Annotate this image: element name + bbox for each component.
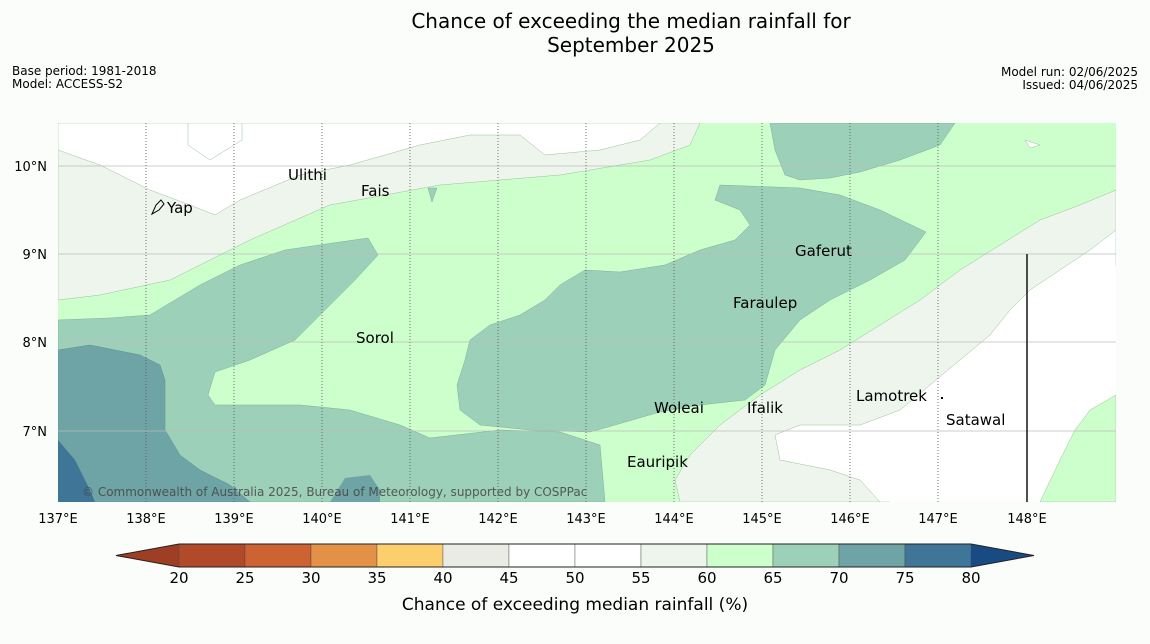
colorbar-tick-label: 45 [499,569,518,587]
place-label-gaferut: Gaferut [795,242,852,260]
band-75-80-southwest [58,440,95,502]
place-label-sorol: Sorol [356,329,394,347]
colorbar-segment [706,543,774,568]
place-label-woleai: Woleai [654,399,704,417]
colorbar-tick-label: 70 [829,569,848,587]
map-title-line1: Chance of exceeding the median rainfall … [411,9,851,33]
model-name: Model: ACCESS-S2 [12,77,124,91]
colorbar-tick-label: 40 [433,569,452,587]
colorbar-segment [904,543,972,568]
small-contour-east [1024,139,1041,149]
colorbar-tick-label: 35 [367,569,386,587]
colorbar-label: Chance of exceeding median rainfall (%) [402,595,748,615]
band-50-55-small [187,123,243,161]
colorbar-tick-label: 80 [961,569,980,587]
colorbar: 20 25 30 35 40 45 50 55 60 65 70 75 80 [115,543,1035,587]
lon-tick: 142°E [478,512,518,527]
band-70-75-southwest [58,344,251,502]
colorbar-over-arrow [971,544,1034,567]
copyright-notice: © Commonwealth of Australia 2025, Bureau… [82,485,587,499]
place-labels: Yap Ulithi Fais Gaferut Faraulep Sorol W… [166,166,1005,471]
colorbar-tick-label: 55 [631,569,650,587]
colorbar-tick-label: 60 [697,569,716,587]
colorbar-segment [178,543,246,568]
colorbar-segment [244,543,312,568]
rainfall-map [58,123,1116,502]
lat-tick: 10°N [14,160,47,175]
place-label-eauripik: Eauripik [627,453,688,471]
place-label-ifalik: Ifalik [747,399,783,417]
meta-right: Model run: 02/06/2025 Issued: 04/06/2025 [1001,66,1138,92]
lon-tick: 148°E [1007,512,1047,527]
yap-island-shape [150,199,165,216]
colorbar-outline [115,543,1035,568]
colorbar-segment [376,543,444,568]
colorbar-tick-label: 75 [895,569,914,587]
island-dot [941,397,943,399]
place-label-faraulep: Faraulep [733,294,797,312]
colorbar-segment [838,543,906,568]
colorbar-tick-label: 50 [565,569,584,587]
band-50-55-east-inner [890,265,1116,502]
colorbar-tick-label: 25 [235,569,254,587]
lat-tick: 8°N [23,336,48,351]
longitude-labels: 137°E 138°E 139°E 140°E 141°E 142°E 143°… [38,512,1047,527]
lon-tick: 145°E [742,512,782,527]
map-title: Chance of exceeding the median rainfall … [0,9,1150,57]
lon-tick: 144°E [654,512,694,527]
colorbar-tick-label: 65 [763,569,782,587]
lon-tick: 140°E [302,512,342,527]
place-label-ulithi: Ulithi [288,166,327,184]
base-period: Base period: 1981-2018 [12,64,157,78]
model-run: Model run: 02/06/2025 [1000,65,1138,79]
band-60-65-southeast [1039,394,1116,502]
latitude-labels: 10°N 9°N 8°N 7°N [14,160,47,440]
longitude-gridlines [145,123,939,502]
lon-tick: 146°E [830,512,870,527]
colorbar-segment [310,543,378,568]
colorbar-tick-label: 20 [169,569,188,587]
lon-tick: 139°E [214,512,254,527]
place-label-fais: Fais [361,182,390,200]
colorbar-tick-label: 30 [301,569,320,587]
colorbar-under-arrow [116,544,179,567]
map-title-line2: September 2025 [547,33,715,57]
colorbar-segment [640,543,708,568]
lat-tick: 7°N [23,425,48,440]
lon-tick: 147°E [918,512,958,527]
colorbar-segment [508,543,576,568]
band-70-75-small [330,475,380,502]
lon-tick: 138°E [126,512,166,527]
small-contour [427,187,438,203]
colorbar-segment [442,543,510,568]
lon-tick: 143°E [566,512,606,527]
lon-tick: 141°E [390,512,430,527]
place-label-satawal: Satawal [946,411,1005,429]
meta-left: Base period: 1981-2018 Model: ACCESS-S2 [12,65,157,91]
colorbar-segment [574,543,642,568]
issued-date: Issued: 04/06/2025 [1022,78,1138,92]
lat-tick: 9°N [23,248,48,263]
lon-tick: 137°E [38,512,78,527]
place-label-lamotrek: Lamotrek [856,387,927,405]
place-label-yap: Yap [166,199,193,217]
band-65-70-central [456,184,927,433]
colorbar-segment [772,543,840,568]
